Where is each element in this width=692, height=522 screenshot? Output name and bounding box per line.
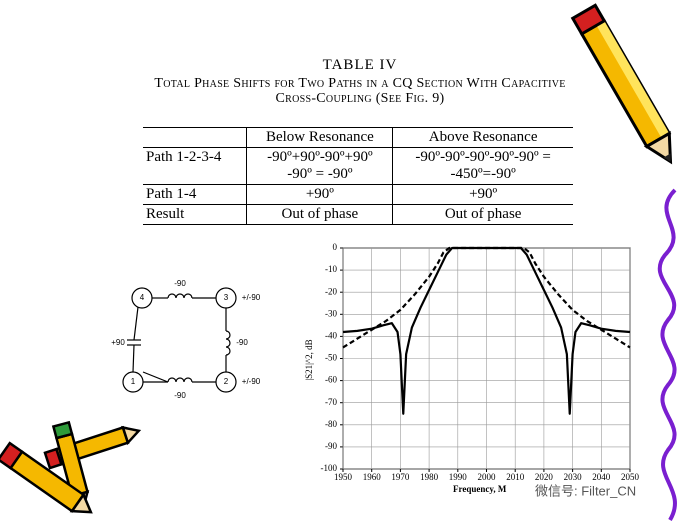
- table-row: Path 1-2-3-4 -90º+90º-90º+90º -90º = -90º -…: [143, 147, 573, 185]
- y-tick-label: 0: [333, 242, 338, 252]
- cell-line: +90º: [305, 186, 334, 202]
- cell-line: -90º = -90º: [287, 166, 353, 182]
- x-tick-label: 1970: [391, 472, 410, 482]
- y-tick-label: -30: [325, 308, 337, 318]
- pencil-clipart: [0, 441, 93, 514]
- cell-line: Out of phase: [444, 206, 522, 222]
- decor-squiggle: [657, 188, 677, 522]
- series-line: [342, 246, 631, 349]
- circuit-diagram: [122, 287, 237, 393]
- node-label: 2: [224, 377, 229, 386]
- cell-line: Out of phase: [281, 206, 359, 222]
- table-cell: -90º+90º-90º+90º -90º = -90º: [246, 147, 394, 185]
- x-tick-label: 2040: [592, 472, 611, 482]
- watermark: 微信号: Filter_CN: [535, 483, 636, 498]
- node-phase: +/-90: [242, 293, 261, 302]
- x-tick-label: 2020: [535, 472, 554, 482]
- phase-table: Below Resonance Above Resonance Path 1-2-3…: [143, 127, 573, 225]
- table-cell: Out of phase: [246, 204, 394, 225]
- cell-line: -90º+90º-90º+90º: [267, 149, 373, 165]
- y-tick-label: -90: [325, 441, 337, 451]
- table-title: TABLE IV: [322, 57, 398, 73]
- x-axis-label: Frequency, M: [453, 484, 507, 494]
- table-row: Result Out of phase Out of phase: [143, 204, 573, 225]
- table-caption: TABLE IV Total Phase Shifts for Two Path…: [100, 57, 620, 107]
- x-tick-label: 2050: [621, 472, 640, 482]
- node-label: 4: [140, 293, 145, 302]
- y-tick-label: -10: [325, 264, 337, 274]
- node-label: 3: [224, 293, 229, 302]
- pencil-clipart: [570, 3, 673, 165]
- row-label: Path 1-2-3-4: [143, 147, 248, 185]
- y-tick-label: -40: [325, 330, 337, 340]
- cell-line: -90º-90º-90º-90º-90º =: [415, 149, 551, 165]
- edge-label: -90: [236, 338, 248, 347]
- y-tick-label: -50: [325, 353, 337, 363]
- caption-line: Total Phase Shifts for Two Paths in a CQ…: [154, 76, 566, 91]
- x-tick-label: 1990: [449, 472, 468, 482]
- table-cell: Out of phase: [392, 204, 573, 225]
- x-tick-label: 1980: [420, 472, 439, 482]
- row-label: Result: [143, 204, 248, 225]
- y-axis-label: |S21|^2, dB: [304, 339, 314, 380]
- x-tick-label: 2000: [478, 472, 497, 482]
- x-tick-label: 1950: [334, 472, 353, 482]
- y-tick-label: -20: [325, 286, 337, 296]
- y-tick-label: -80: [325, 419, 337, 429]
- y-tick-label: -60: [325, 375, 337, 385]
- node-phase: +/-90: [242, 377, 261, 386]
- row-label: Path 1-4: [143, 184, 248, 205]
- edge-label: -90: [174, 279, 186, 288]
- cell-line: +90º: [469, 186, 498, 202]
- cell-line: -450º=-90º: [450, 166, 516, 182]
- edge-label: -90: [174, 391, 186, 400]
- x-tick-label: 2030: [564, 472, 583, 482]
- table-row: Path 1-4 +90º +90º: [143, 184, 573, 205]
- caption-line: Cross-Coupling (See Fig. 9): [275, 91, 445, 106]
- node-label: 1: [131, 377, 136, 386]
- edge-label: +90: [111, 338, 125, 347]
- x-tick-label: 1960: [363, 472, 382, 482]
- x-tick-label: 2010: [506, 472, 525, 482]
- y-tick-label: -70: [325, 397, 337, 407]
- y-tick-label: -100: [321, 463, 338, 473]
